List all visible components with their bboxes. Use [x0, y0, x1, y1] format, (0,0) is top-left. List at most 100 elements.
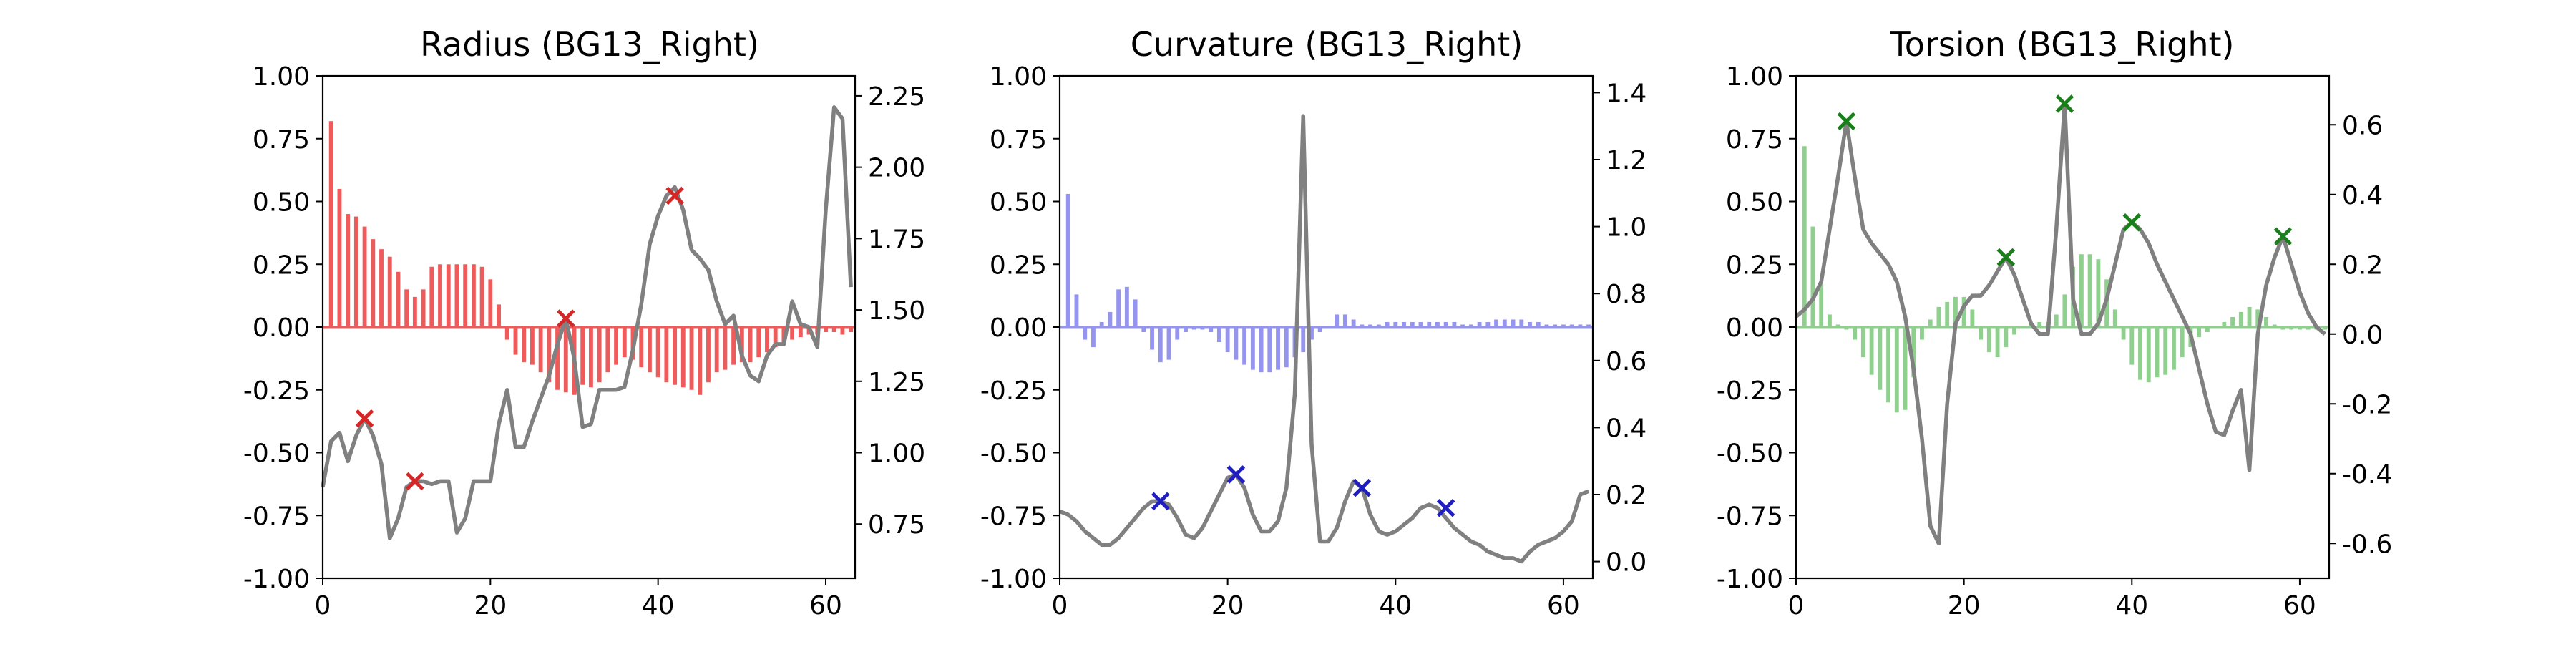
y2-tick-label: -0.4 — [2342, 460, 2392, 490]
bar — [1452, 321, 1457, 327]
bar — [1844, 327, 1849, 330]
y-tick-label: 0.50 — [1726, 188, 1783, 218]
bar — [1536, 321, 1541, 327]
bar — [589, 327, 593, 388]
y-tick-label: -1.00 — [980, 565, 1047, 594]
bar — [2054, 314, 2059, 327]
bar — [488, 279, 493, 327]
bar — [824, 327, 828, 333]
peak-marker — [2122, 213, 2142, 232]
panel-curvature: Curvature (BG13_Right) -1.00 -0.75 -0.50 -0… — [980, 25, 1646, 621]
y2-tick-label: 1.0 — [1606, 213, 1646, 243]
peak-marker — [406, 472, 424, 491]
bar — [1494, 319, 1499, 327]
peak-marker — [2055, 94, 2074, 113]
bar — [831, 327, 836, 333]
bar — [2079, 254, 2084, 327]
bar — [1828, 314, 1832, 327]
bar — [454, 264, 459, 327]
bar — [1191, 327, 1196, 330]
y2-tick-label: 1.25 — [868, 368, 925, 397]
bar — [1116, 289, 1121, 327]
y2-tick-label: 1.50 — [868, 296, 925, 326]
bar — [2323, 327, 2328, 330]
y-tick-label: 0.75 — [1726, 125, 1783, 155]
bar — [429, 266, 434, 327]
bar — [438, 264, 442, 327]
bar — [522, 327, 527, 363]
bar — [1586, 324, 1591, 327]
bar — [1886, 327, 1890, 403]
peak-marker-stroke — [1436, 498, 1455, 517]
bar — [1099, 321, 1104, 327]
bar — [1418, 321, 1423, 327]
bar — [1979, 327, 1984, 340]
bar — [353, 216, 358, 327]
bar — [1376, 324, 1381, 327]
bar — [2172, 327, 2176, 370]
bar — [1928, 319, 1933, 327]
bar — [1443, 321, 1448, 327]
peak-marker — [1436, 498, 1455, 517]
y2-tick-label: -0.6 — [2342, 530, 2392, 559]
bar — [371, 239, 376, 327]
y-tick-label: -1.00 — [243, 565, 310, 594]
bar — [655, 327, 660, 378]
x-tick-label: 40 — [1379, 591, 1412, 621]
bar — [1853, 327, 1858, 340]
bar — [1250, 327, 1255, 370]
bar — [1920, 327, 1924, 340]
bar — [706, 327, 711, 383]
bar — [1074, 294, 1079, 327]
x-tick-label: 0 — [1788, 591, 1805, 621]
bar — [1819, 284, 1824, 327]
y-tick-label: 0.00 — [1726, 313, 1783, 343]
y2-tick-label: 0.4 — [2342, 181, 2383, 210]
bar — [1175, 327, 1180, 340]
y-tick-label: 1.00 — [1726, 62, 1783, 92]
y-tick-label: 0.50 — [990, 188, 1047, 218]
bar — [1360, 324, 1365, 327]
bar — [1317, 327, 1322, 333]
peak-marker — [355, 409, 374, 428]
bar — [664, 327, 669, 383]
bar — [2037, 321, 2042, 327]
x-tick-label: 60 — [1547, 591, 1580, 621]
y-tick-label: -0.50 — [1717, 439, 1783, 469]
peak-marker — [1837, 112, 1856, 131]
bar — [1301, 327, 1306, 353]
bar — [463, 264, 468, 327]
bar — [714, 327, 719, 373]
bar — [1225, 327, 1230, 353]
bar — [421, 289, 426, 327]
bar — [1869, 327, 1874, 375]
bar — [2298, 327, 2302, 330]
bar — [1502, 319, 1507, 327]
bar — [1141, 327, 1146, 333]
bar — [1209, 327, 1214, 333]
bar — [2255, 309, 2260, 327]
x-tick-label: 40 — [642, 591, 675, 621]
bar — [538, 327, 543, 373]
bar — [1995, 327, 2000, 358]
y2-tick-label: 0.8 — [1606, 280, 1646, 309]
bar — [2138, 327, 2142, 380]
bar — [2280, 327, 2285, 330]
bar — [639, 327, 644, 368]
bar — [1083, 327, 1088, 340]
bar — [1158, 327, 1163, 363]
bar — [530, 327, 535, 365]
bar — [396, 271, 401, 327]
peak-marker-stroke — [2055, 94, 2074, 113]
peak-marker — [665, 186, 684, 205]
bar — [1267, 327, 1272, 373]
panel-torsion: Torsion (BG13_Right) -1.00 -0.75 -0.50 -0.2… — [1717, 25, 2392, 621]
bar — [1544, 324, 1549, 327]
bar — [1309, 327, 1314, 340]
bar — [1961, 296, 1966, 327]
bar — [2012, 327, 2016, 335]
y-tick-label: 0.75 — [990, 125, 1047, 155]
bar — [2146, 327, 2151, 383]
peak-marker — [1352, 478, 1372, 497]
y2-tick-label: 0.0 — [2342, 321, 2383, 350]
